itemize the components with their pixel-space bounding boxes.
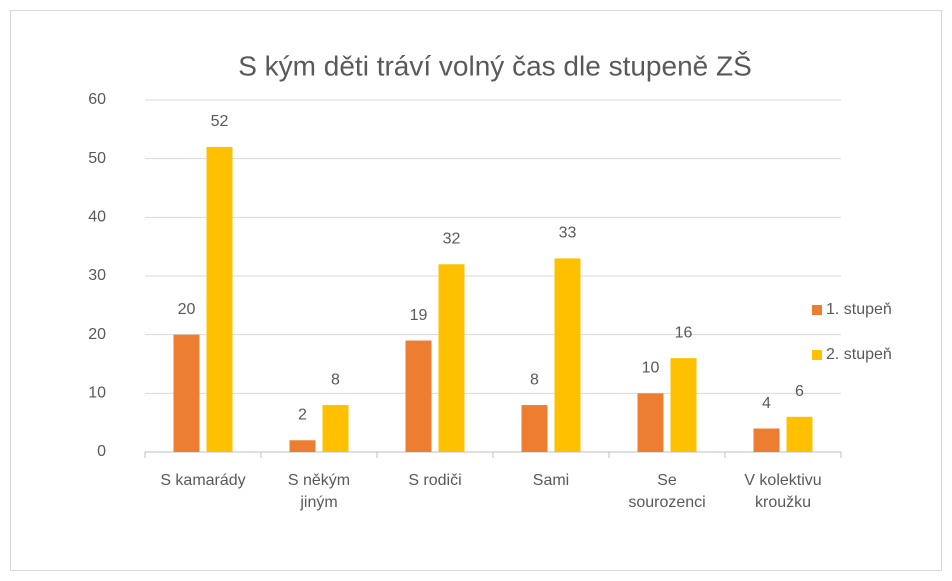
data-label: 8 [530, 371, 539, 388]
legend-swatch [812, 350, 822, 360]
bar [554, 258, 581, 452]
data-label: 2 [298, 406, 307, 423]
legend-label: 1. stupeň [826, 301, 892, 318]
y-tick-label: 20 [88, 326, 106, 343]
x-tick-label: S kamarády [160, 472, 246, 489]
data-label: 52 [211, 113, 229, 130]
x-tick-label: V kolektivu kroužku [744, 472, 822, 511]
bar [438, 264, 465, 452]
y-tick-label: 40 [88, 209, 106, 226]
data-label: 20 [178, 301, 196, 318]
x-tick-label: Sami [532, 472, 570, 489]
data-label: 16 [675, 324, 693, 341]
bar [521, 405, 548, 452]
bar [206, 146, 233, 452]
x-tick-label: Se sourozenci [628, 472, 706, 511]
data-label: 19 [410, 307, 428, 324]
data-label: 33 [559, 225, 577, 242]
bar [637, 393, 664, 452]
bar [786, 416, 813, 452]
bar [289, 440, 316, 452]
data-label: 32 [443, 230, 461, 247]
y-tick-label: 30 [88, 267, 106, 284]
data-label: 4 [762, 395, 771, 412]
data-label: 6 [795, 383, 804, 400]
bar [173, 334, 200, 452]
data-label: 8 [331, 371, 340, 388]
data-label: 10 [642, 360, 660, 377]
bar [753, 428, 780, 452]
y-tick-label: 50 [88, 150, 106, 167]
chart-border [10, 10, 942, 571]
y-tick-label: 10 [88, 385, 106, 402]
y-tick-label: 60 [88, 91, 106, 108]
bar [322, 405, 349, 452]
chart-title: S kým děti tráví volný čas dle stupeně Z… [238, 50, 752, 81]
y-tick-label: 0 [97, 443, 106, 460]
x-tick-label: S rodiči [408, 472, 462, 489]
bar [670, 358, 697, 452]
legend-label: 2. stupeň [826, 346, 892, 363]
x-tick-label: S někým jiným [287, 472, 351, 511]
bar [405, 340, 432, 452]
legend-swatch [812, 305, 822, 315]
